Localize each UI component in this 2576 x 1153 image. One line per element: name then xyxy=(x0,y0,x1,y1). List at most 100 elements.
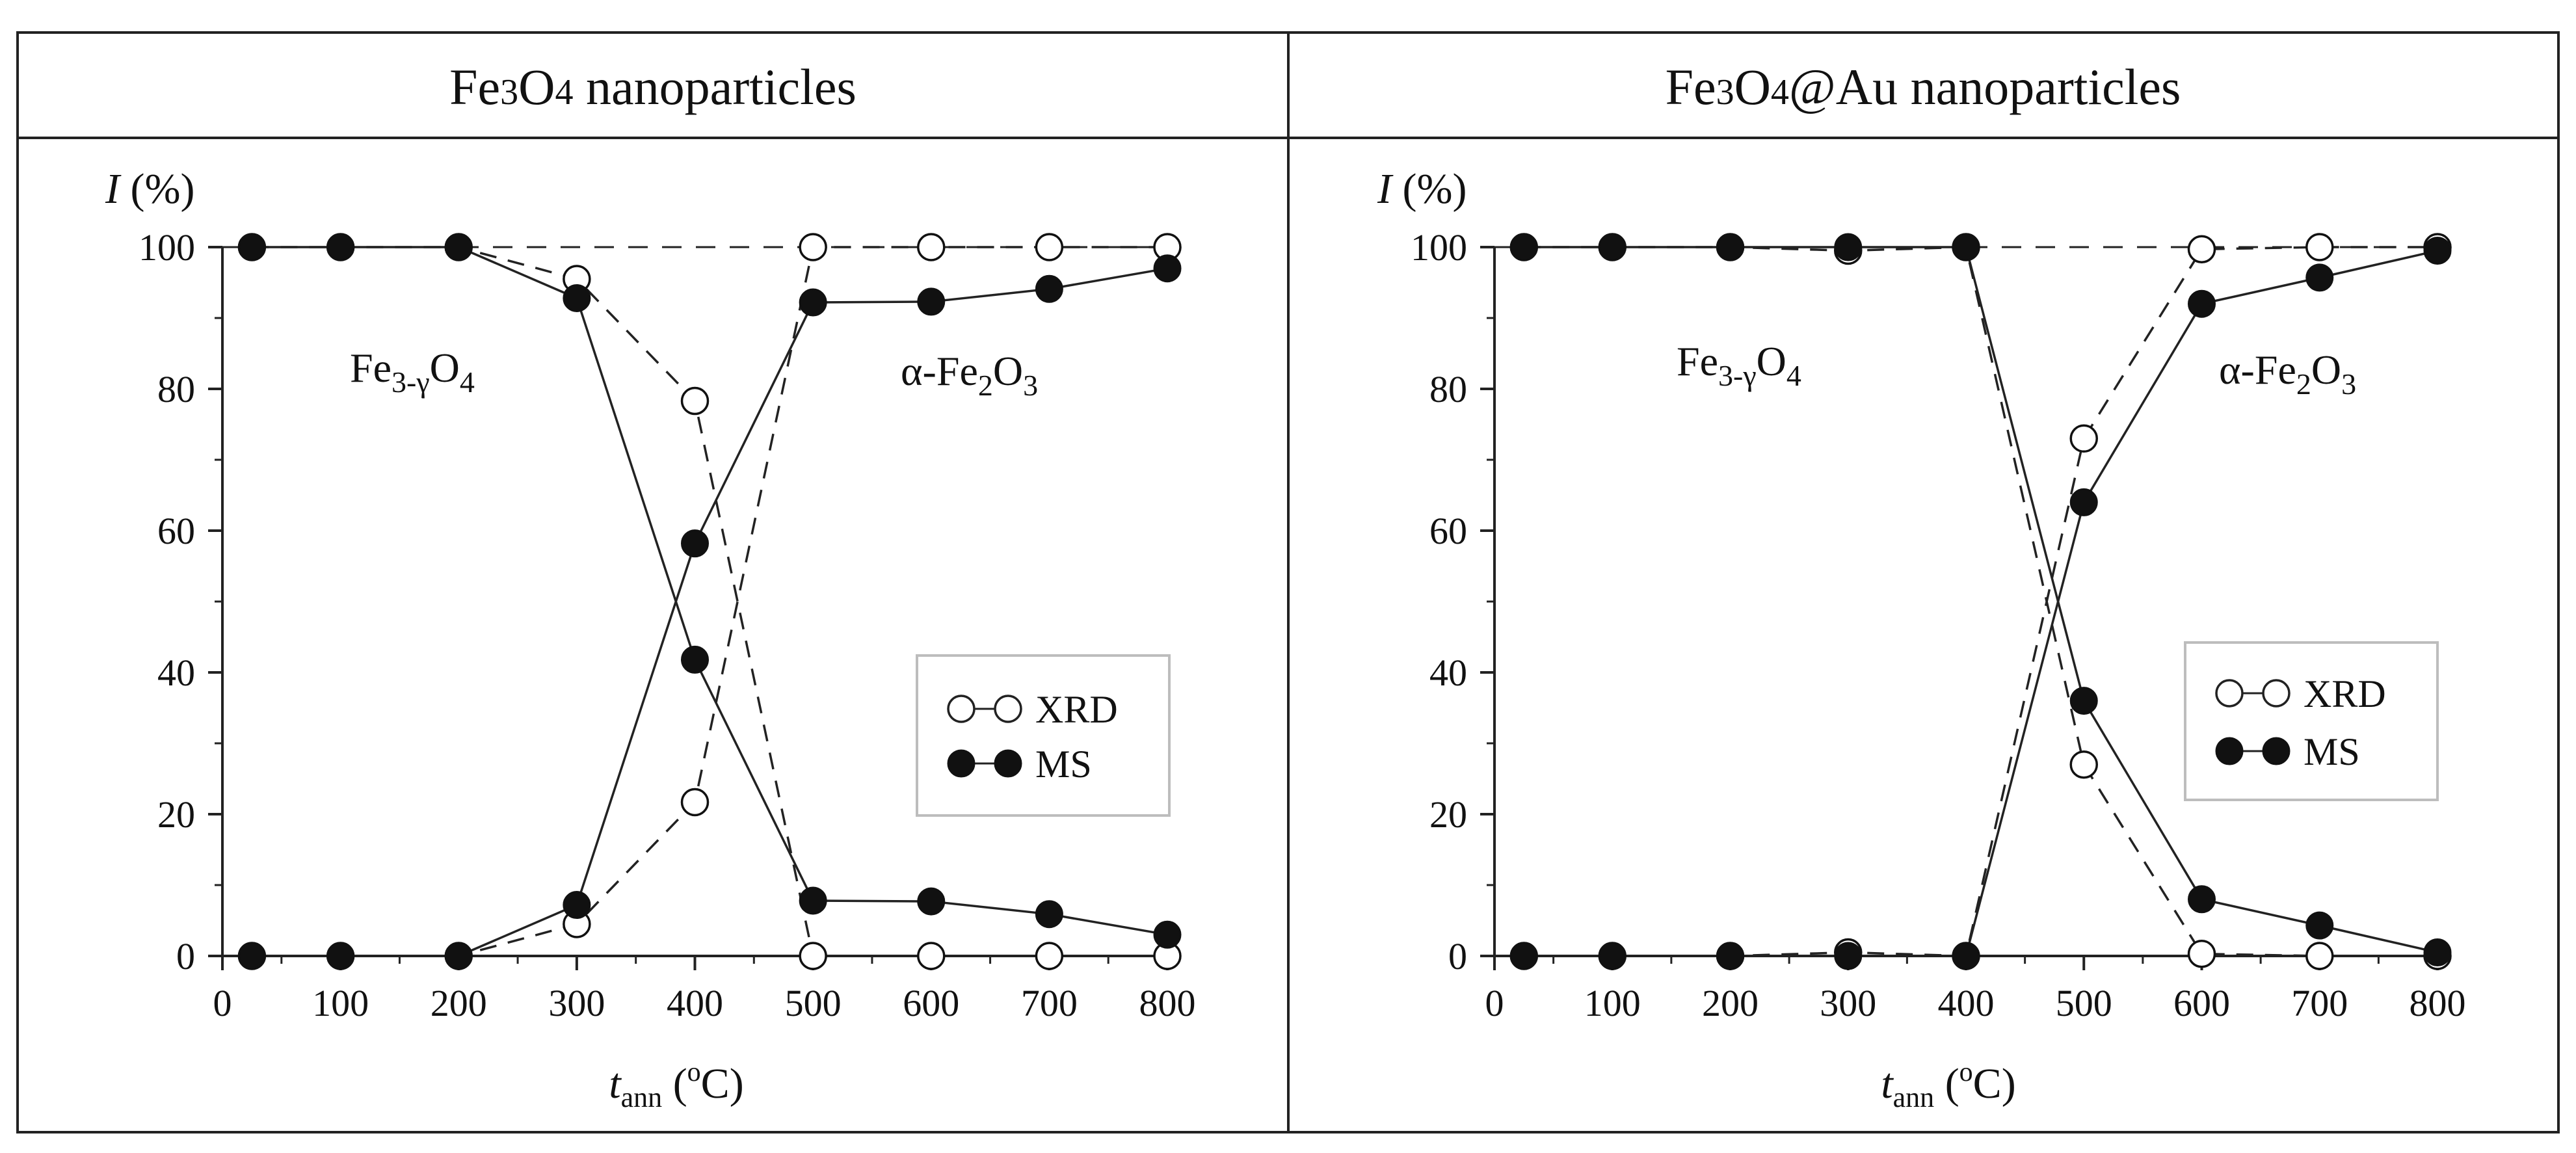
panel-1-legend-box xyxy=(916,654,1171,817)
panel-1-series-3-point-0 xyxy=(237,942,266,970)
panel-2-y-axis-title: I (%) xyxy=(1377,165,1467,213)
panel-2-series-2-point-2 xyxy=(1716,233,1744,261)
panel-1-magnetite-label: Fe3-γO4 xyxy=(350,345,475,399)
panel-1-series-1-point-4 xyxy=(680,788,710,817)
panel-2-x-axis-title: tann (oC) xyxy=(1881,1057,2015,1113)
panel-1-x-tick-label-0: 0 xyxy=(213,982,232,1024)
panel-1-plot: 0 100 200 300 400 500 600 700 800 0 20 40 60 80 100 I … xyxy=(105,165,1196,1113)
panel-2-series xyxy=(1494,233,2452,970)
panel-1-series-3-point-1 xyxy=(326,942,355,970)
panel-1-series-0-point-7 xyxy=(1035,942,1064,970)
panel-2-series-0-point-6 xyxy=(2187,939,2216,968)
panel-2-y-tick-label-1: 20 xyxy=(1429,793,1467,836)
panel-2-series-3-point-2 xyxy=(1716,942,1744,970)
panel-2-series-3-point-0 xyxy=(1509,942,1538,970)
panel-2-x-tick-label-7: 700 xyxy=(2291,982,2348,1024)
panel-2-series-2-point-7 xyxy=(2305,911,2334,940)
panel-1-y-axis-title: I (%) xyxy=(105,165,194,213)
panel-1-ticks: 0 100 200 300 400 500 600 700 800 0 20 40 60 80 100 xyxy=(139,226,1196,1024)
panel-1-series-1-point-5 xyxy=(799,233,827,261)
panel-2-series-0-point-5 xyxy=(2069,750,2098,779)
panel-2-x-tick-label-6: 600 xyxy=(2173,982,2230,1024)
panel-1-series-2-point-0 xyxy=(237,233,266,261)
panel-1-y-tick-label-3: 60 xyxy=(157,510,195,552)
panel-2-x-tick-label-0: 0 xyxy=(1485,982,1504,1024)
panel-1-series-3-point-7 xyxy=(1035,274,1063,303)
panel-1-series-2-point-8 xyxy=(1153,920,1182,949)
panel-2-series-2-point-0 xyxy=(1509,233,1538,261)
panel-1-series xyxy=(222,233,1182,970)
panel-2-series-2-point-4 xyxy=(1952,233,1980,261)
panel-1-x-tick-label-1: 100 xyxy=(312,982,369,1024)
panel-2-legend-xrd-marker-2 xyxy=(2262,679,2291,708)
panel-2-x-tick-label-8: 800 xyxy=(2410,982,2466,1024)
panel-2-legend-xrd-label: XRD xyxy=(2304,672,2386,715)
panel-2-series-2-point-8 xyxy=(2423,938,2452,967)
panel-2-series-3-point-8 xyxy=(2423,236,2452,265)
panel-1-series-0-point-5 xyxy=(799,942,827,970)
panel-2-series-3-point-4 xyxy=(1952,942,1980,970)
panel-1-series-2-point-6 xyxy=(917,887,946,916)
panel-1-y-tick-label-4: 80 xyxy=(157,368,195,410)
panel-1-series-0-point-4 xyxy=(680,386,710,416)
panel-2-series-3-point-3 xyxy=(1834,942,1863,970)
panel-2-magnetite-label: Fe3-γO4 xyxy=(1677,338,1801,392)
panel-1-legend-xrd-label: XRD xyxy=(1035,688,1118,731)
panel-1-legend-xrd-marker-1 xyxy=(947,695,976,723)
panel-1-series-2-point-4 xyxy=(681,645,709,674)
panel-1-series-0-point-6 xyxy=(917,942,946,970)
panel-1-legend-ms-marker-2 xyxy=(994,749,1022,778)
panel-1-series-1-point-7 xyxy=(1035,233,1064,261)
panel-1-series-2-point-2 xyxy=(444,233,473,261)
panel-1-legend-ms-label: MS xyxy=(1035,743,1092,786)
panel-2-x-tick-label-4: 400 xyxy=(1938,982,1995,1024)
panel-2-series-1-point-6 xyxy=(2187,235,2216,264)
panel-1-series-3-point-6 xyxy=(917,287,946,316)
panel-2-series-3-point-1 xyxy=(1598,942,1627,970)
panel-2-series-3-point-7 xyxy=(2305,263,2334,292)
panel-2-legend: XRD MS xyxy=(2184,641,2439,801)
panel-1-y-tick-label-0: 0 xyxy=(176,935,195,977)
panel-1-x-tick-label-2: 200 xyxy=(431,982,487,1024)
panel-1-legend-xrd-marker-2 xyxy=(994,695,1022,723)
panel-2-ticks: 0 100 200 300 400 500 600 700 800 0 20 40 60 80 100 xyxy=(1411,226,2466,1024)
panel-2-y-tick-label-3: 60 xyxy=(1429,510,1467,552)
panel-2-legend-ms-label: MS xyxy=(2304,730,2360,773)
panel-1-x-axis-title: tann (oC) xyxy=(609,1057,743,1113)
panel-2-series-1-point-5 xyxy=(2069,424,2098,453)
panel-1-legend-ms-marker-1 xyxy=(947,749,976,778)
panel-1-x-tick-label-7: 700 xyxy=(1021,982,1078,1024)
panel-2-y-tick-label-5: 100 xyxy=(1411,226,1467,269)
panel-2-plot: 0 100 200 300 400 500 600 700 800 0 20 40 60 80 100 I … xyxy=(1377,165,2466,1113)
panel-1-y-tick-label-1: 20 xyxy=(157,793,195,836)
panel-2-series-3-point-5 xyxy=(2069,488,2098,516)
panel-2-series-1-point-7 xyxy=(2305,233,2334,261)
panel-1-series-3-point-8 xyxy=(1153,254,1182,283)
panel-1-series-3-point-2 xyxy=(444,942,473,970)
panel-2-header: Fe3O4@Au nanoparticles xyxy=(1666,59,2181,115)
panel-2-legend-xrd-marker-1 xyxy=(2215,679,2244,708)
panel-1-hematite-label: α-Fe2O3 xyxy=(901,348,1038,402)
panel-2-x-tick-label-2: 200 xyxy=(1702,982,1759,1024)
panel-1-series-2-point-5 xyxy=(799,886,827,915)
panel-1-series-3-point-3 xyxy=(563,891,591,920)
panel-1-series-2-point-7 xyxy=(1035,900,1063,929)
panel-1-series-1-point-6 xyxy=(917,233,946,261)
panel-1-series-2-point-1 xyxy=(326,233,355,261)
panel-1-x-tick-label-4: 400 xyxy=(667,982,723,1024)
panel-2-legend-ms-marker-2 xyxy=(2262,737,2291,765)
panel-2-series-0-point-7 xyxy=(2305,942,2334,970)
panel-2-y-tick-label-2: 40 xyxy=(1429,652,1467,694)
panel-2-series-2-point-6 xyxy=(2188,885,2216,914)
panel-1-series-2-point-3 xyxy=(563,284,591,312)
panel-2-series-2-point-5 xyxy=(2069,687,2098,715)
panel-2-series-2-point-3 xyxy=(1834,233,1863,261)
panel-1-y-tick-label-5: 100 xyxy=(139,226,195,269)
panel-2-x-tick-label-5: 500 xyxy=(2056,982,2112,1024)
panel-2-y-tick-label-4: 80 xyxy=(1429,368,1467,410)
panel-2-hematite-label: α-Fe2O3 xyxy=(2219,347,2356,401)
panel-2-legend-ms-marker-1 xyxy=(2215,737,2244,765)
panel-2-x-tick-label-1: 100 xyxy=(1584,982,1641,1024)
panel-2-series-3-point-6 xyxy=(2188,289,2216,318)
panel-2-x-tick-label-3: 300 xyxy=(1820,982,1876,1024)
